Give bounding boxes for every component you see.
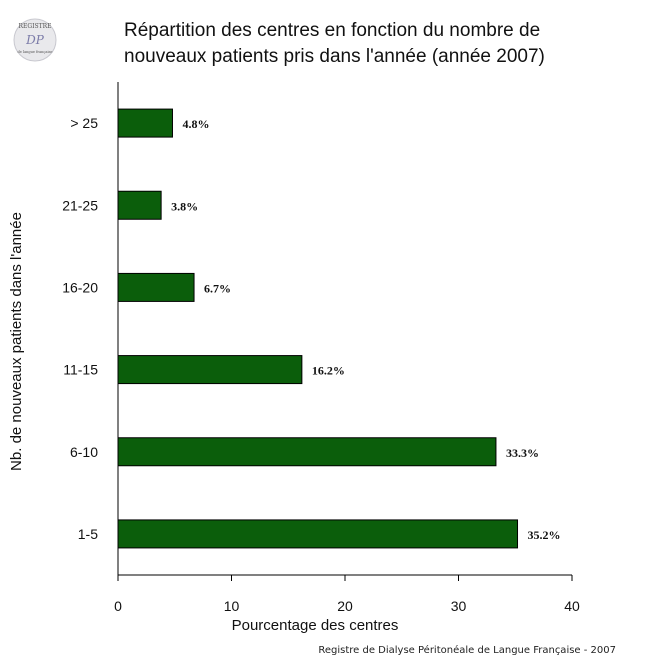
x-tick-label: 30 — [451, 598, 467, 614]
registry-logo: REGISTRE DP de langue française — [13, 18, 57, 62]
chart-title: Répartition des centres en fonction du n… — [124, 18, 644, 70]
data-label: 6.7% — [204, 281, 231, 295]
chart-title-line-1: Répartition des centres en fonction du n… — [124, 20, 541, 41]
x-tick-label: 40 — [564, 598, 580, 614]
y-axis-title: Nb. de nouveaux patients dans l'année — [8, 212, 25, 471]
data-label: 33.3% — [506, 446, 539, 460]
bar — [117, 272, 195, 302]
logo-text-top: REGISTRE — [18, 23, 51, 30]
bar — [117, 190, 162, 220]
data-label: 4.8% — [182, 117, 209, 131]
footer-credit: Registre de Dialyse Péritonéale de Langu… — [318, 645, 616, 656]
x-axis-title: Pourcentage des centres — [232, 617, 399, 634]
logo-text-mid: DP — [25, 33, 45, 47]
bar — [117, 437, 497, 467]
bar — [117, 355, 303, 385]
bar — [117, 108, 173, 138]
chart-title-line-2: nouveaux patients pris dans l'année (ann… — [124, 46, 545, 67]
data-label: 16.2% — [312, 364, 345, 378]
category-label: 16-20 — [62, 279, 98, 295]
logo-text-small: de langue française — [18, 50, 53, 54]
category-label: 11-15 — [63, 362, 98, 378]
category-label: 1-5 — [78, 526, 98, 542]
x-tick-label: 20 — [337, 598, 353, 614]
category-label: 21-25 — [62, 197, 98, 213]
data-label: 3.8% — [171, 199, 198, 213]
category-label: > 25 — [70, 115, 98, 131]
bar — [117, 519, 519, 549]
x-tick-label: 0 — [114, 598, 122, 614]
x-tick-label: 10 — [224, 598, 240, 614]
category-label: 6-10 — [70, 444, 98, 460]
data-label: 35.2% — [528, 528, 561, 542]
